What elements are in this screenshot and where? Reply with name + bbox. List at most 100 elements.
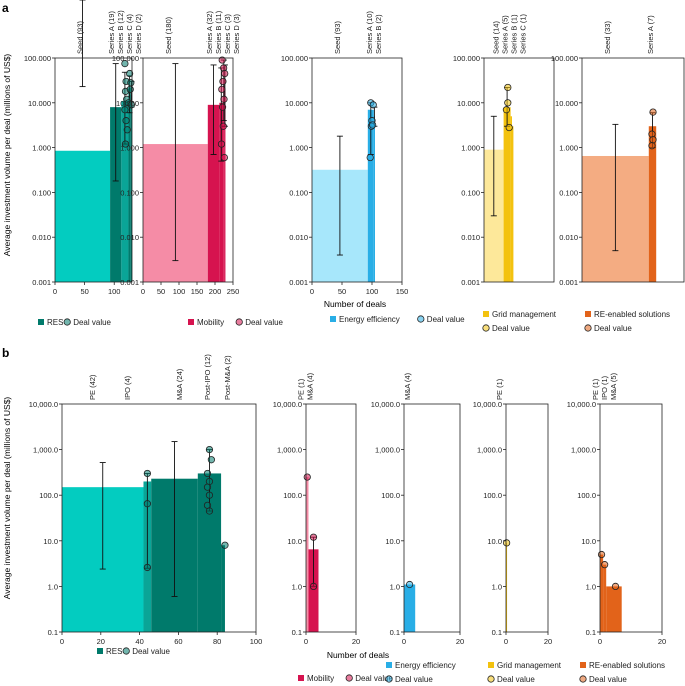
ytick-label-b_mob-2: 100.0 [283, 491, 302, 500]
stage-label-a_mob-0: Seed (180) [164, 16, 173, 54]
legend-b_res: RES Deal value [97, 647, 171, 656]
ytick-label-a_res-2: 1.000 [32, 144, 51, 153]
xtick-label-a_ee-2: 100 [366, 287, 379, 296]
deal-point-b_mob-0 [303, 473, 311, 481]
deal-point-b_res-2 [143, 563, 151, 572]
legend-point-label-a_res: Deal value [73, 318, 111, 327]
ytick-label-a_re-5: 0.001 [559, 278, 578, 287]
xtick-label-a_res-0: 0 [53, 287, 57, 296]
bar-b_res-3 [197, 473, 222, 632]
xtick-label-a_res-2: 100 [108, 287, 121, 296]
chart-a_re: 100.000 10.000 1.000 0.100 0.010 0.001 Seed (3… [551, 15, 685, 333]
ytick-label-a_ee-4: 0.010 [289, 233, 308, 242]
deal-point-a_re-2 [649, 136, 657, 144]
deal-point-a_grid-1 [504, 99, 512, 107]
deal-point-a_res-0 [121, 59, 129, 68]
stage-label-a_mob-4: Series D (3) [232, 13, 241, 54]
legend-b_grid: Grid management Deal value [487, 661, 562, 684]
deal-point-b_ee-0 [405, 580, 414, 589]
bar-b_ee-0 [404, 584, 416, 632]
xtick-label-b_grid-1: 20 [544, 637, 552, 646]
legend-label-a_res: RES [47, 318, 63, 327]
legend-b_re: RE-enabled solutions Deal value [579, 661, 665, 684]
legend-swatch-b_res [97, 648, 103, 654]
panel-b-label: b [2, 346, 9, 360]
stage-label-b_res-4: Post-M&A (2) [223, 355, 232, 400]
legend-label-a_mob: Mobility [197, 318, 224, 327]
xtick-label-b_ee-0: 0 [402, 637, 406, 646]
legend-a_ee: Energy efficiency Deal value [330, 315, 465, 324]
legend-label-b_grid: Grid management [497, 661, 562, 670]
ytick-label-a_ee-5: 0.001 [289, 278, 308, 287]
legend-point-a_res [63, 318, 71, 326]
ytick-label-b_mob-1: 1,000.0 [277, 446, 302, 455]
deal-point-b_re-0 [597, 550, 606, 559]
stage-label-b_mob-0: PE (1) [297, 378, 306, 400]
stage-label-a_ee-0: Seed (93) [333, 21, 342, 54]
xtick-label-b_res-0: 0 [60, 637, 64, 646]
ytick-label-b_grid-0: 10,000.0 [473, 400, 502, 409]
legend-swatch-a_grid [483, 311, 489, 317]
bar-b_mob-1 [308, 549, 319, 632]
deal-point-a_res-12 [127, 79, 135, 87]
stage-label-b_re-0: PE (1) [591, 378, 600, 400]
deal-point-b_grid-0 [503, 539, 511, 547]
legend-point-label-b_re: Deal value [589, 675, 627, 684]
deal-point-b_res-10 [205, 507, 214, 515]
xtick-label-b_grid-0: 0 [504, 637, 508, 646]
deal-point-a_ee-3 [369, 101, 377, 109]
stage-label-b_res-2: M&A (24) [175, 368, 184, 400]
bar-b_grid-0 [506, 542, 508, 632]
ytick-label-b_re-4: 1.0 [586, 582, 596, 591]
xtick-label-a_ee-1: 50 [338, 287, 346, 296]
ytick-label-a_ee-1: 10.000 [285, 99, 308, 108]
legend-label-a_ee: Energy efficiency [339, 315, 400, 324]
legend-label-a_re: RE-enabled solutions [594, 310, 670, 319]
bar-a_ee-1 [367, 109, 374, 282]
deal-point-b_res-11 [221, 541, 229, 549]
bar-b_re-0 [600, 554, 604, 632]
legend-a_res: RES Deal value [38, 318, 112, 327]
ytick-label-b_mob-3: 10.0 [287, 537, 302, 546]
legend-point-a_re [584, 324, 592, 332]
bar-a_ee-2 [373, 116, 375, 283]
ytick-label-a_grid-2: 1.000 [461, 144, 480, 153]
plot-frame-b_grid [505, 403, 549, 633]
xtick-label-b_res-4: 80 [213, 637, 221, 646]
deal-point-b_res-4 [207, 456, 215, 464]
ytick-label-b_grid-2: 100.0 [483, 491, 502, 500]
legend-label-b_mob: Mobility [307, 674, 334, 683]
ytick-label-a_mob-1: 10.000 [116, 99, 139, 108]
xtick-label-a_mob-5: 250 [227, 287, 240, 296]
ytick-label-b_mob-4: 1.0 [292, 582, 302, 591]
xtick-label-a_ee-0: 0 [310, 287, 314, 296]
stage-label-a_grid-3: Series C (1) [519, 13, 528, 54]
xtick-label-b_ee-1: 20 [456, 637, 464, 646]
bar-a_mob-3 [223, 84, 225, 282]
deal-point-a_res-8 [126, 69, 134, 78]
deal-point-a_res-7 [121, 140, 130, 148]
stage-label-a_grid-2: Series B (1) [510, 14, 519, 54]
deal-point-b_res-3 [205, 445, 214, 454]
deal-point-a_res-4 [121, 106, 129, 114]
stage-label-a_res-0: Seed (93) [76, 21, 85, 54]
deal-point-b_res-0 [143, 469, 151, 478]
legend-point-label-a_mob: Deal value [245, 318, 283, 327]
deal-point-a_ee-5 [366, 153, 374, 162]
bar-b_mob-0 [306, 477, 309, 632]
legend-point-b_res [122, 647, 130, 655]
plot-frame-b_re [599, 403, 663, 633]
panel-b-ylabel: Average investment volume per deal (mill… [2, 397, 12, 600]
stage-label-b_grid-0: PE (1) [495, 378, 504, 400]
ytick-label-a_res-1: 10.000 [28, 99, 51, 108]
stage-label-b_mob-1: M&A (4) [306, 372, 315, 400]
deal-point-a_re-0 [649, 108, 657, 116]
stage-label-a_res-1: Series A (19) [107, 11, 116, 54]
plot-frame-a_res [54, 57, 133, 283]
ytick-label-b_ee-0: 10,000.0 [371, 400, 400, 409]
bar-a_re-1 [648, 126, 657, 282]
legend-swatch-a_ee [330, 316, 336, 322]
